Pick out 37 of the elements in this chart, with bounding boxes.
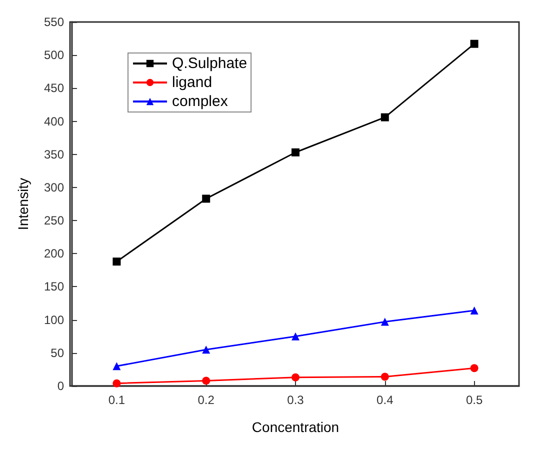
x-tick-label: 0.3 xyxy=(287,393,304,407)
point xyxy=(380,372,389,381)
point xyxy=(380,318,389,326)
legend-label: complex xyxy=(172,93,228,110)
y-tick-label: 500 xyxy=(44,48,64,62)
point xyxy=(202,194,210,203)
point xyxy=(292,373,300,382)
y-tick-label: 300 xyxy=(44,180,64,194)
point xyxy=(292,332,300,340)
point xyxy=(112,258,121,266)
point xyxy=(202,376,210,385)
x-tick-label: 0.4 xyxy=(376,393,394,407)
x-tick-label: 0.1 xyxy=(108,393,126,407)
point xyxy=(470,364,478,372)
y-tick-label: 100 xyxy=(44,312,64,327)
x-tick-label: 0.5 xyxy=(466,393,483,407)
point xyxy=(470,306,478,315)
y-tick-label: 150 xyxy=(44,280,64,294)
y-tick-label: 550 xyxy=(44,15,64,29)
y-tick-label: 400 xyxy=(44,114,64,128)
point xyxy=(112,362,121,370)
point xyxy=(380,113,389,122)
legend-label: ligand xyxy=(172,74,212,91)
point xyxy=(470,40,478,48)
y-axis-title: Intensity xyxy=(15,178,31,230)
legend-label: Q.Sulphate xyxy=(172,55,248,72)
y-tick-label: 250 xyxy=(44,214,64,228)
point xyxy=(292,148,300,156)
y-tick-label: 50 xyxy=(50,346,64,360)
x-tick-label: 0.2 xyxy=(198,393,215,407)
y-tick-label: 0 xyxy=(57,379,64,393)
y-tick-label: 200 xyxy=(44,246,64,261)
x-axis-title: Concentration xyxy=(252,419,340,435)
point xyxy=(112,379,121,388)
y-tick-label: 350 xyxy=(44,147,64,162)
point xyxy=(202,346,210,354)
y-tick-label: 450 xyxy=(44,81,64,96)
